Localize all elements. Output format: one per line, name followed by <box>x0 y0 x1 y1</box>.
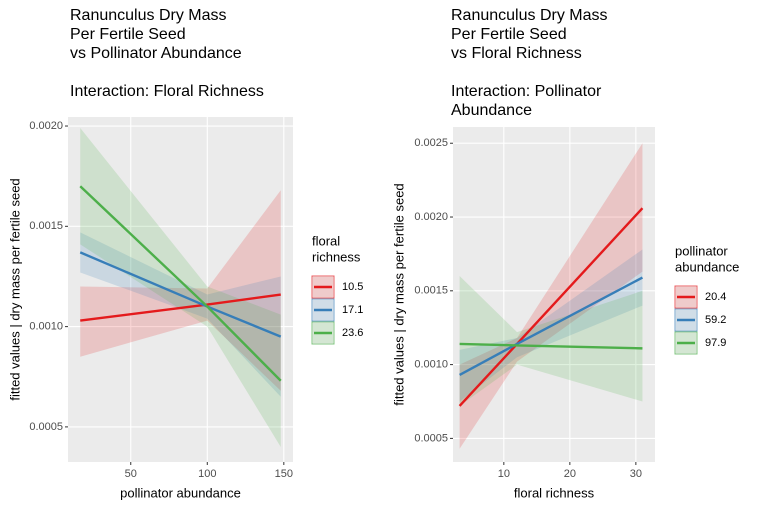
fit-line <box>79 185 282 382</box>
y-tick-label: 0.0015 <box>29 220 63 232</box>
y-tick-label: 0.0015 <box>414 285 448 297</box>
chart-title: Ranunculus Dry Mass <box>70 7 227 24</box>
chart-title: vs Floral Richness <box>451 45 582 62</box>
chart-subtitle: Interaction: Floral Richness <box>70 83 264 100</box>
y-tick-label: 0.0005 <box>414 432 448 444</box>
y-tick-label: 0.0005 <box>29 421 63 433</box>
x-tick-label: 150 <box>275 468 293 480</box>
confidence-band <box>80 190 281 391</box>
y-axis-label: fitted values | dry mass per fertile see… <box>391 183 406 405</box>
y-tick-label: 0.0020 <box>414 211 448 223</box>
confidence-band <box>459 276 643 406</box>
confidence-band <box>459 143 643 449</box>
fit-line <box>459 342 643 350</box>
legend-title: richness <box>312 249 361 264</box>
plot-background <box>453 127 655 462</box>
y-tick-label: 0.0010 <box>29 321 63 333</box>
legend-title: abundance <box>675 259 739 274</box>
chart-title: Per Fertile Seed <box>70 26 186 43</box>
plot-background <box>68 117 293 462</box>
x-tick-label: 20 <box>564 468 576 480</box>
legend-label: 20.4 <box>705 291 726 303</box>
chart-subtitle: Interaction: Pollinator <box>451 83 602 100</box>
chart-subtitle: Abundance <box>451 102 532 119</box>
y-tick-label: 0.0025 <box>414 137 448 149</box>
x-tick-label: 10 <box>498 468 510 480</box>
y-tick-label: 0.0010 <box>414 359 448 371</box>
legend-title: pollinator <box>675 243 728 258</box>
legend-label: 59.2 <box>705 314 726 326</box>
y-tick-label: 0.0020 <box>29 120 63 132</box>
fit-line <box>80 293 281 322</box>
x-tick-label: 30 <box>630 468 642 480</box>
chart-title: Ranunculus Dry Mass <box>451 7 608 24</box>
legend-label: 97.9 <box>705 337 726 349</box>
legend-label: 10.5 <box>342 281 363 293</box>
legend-title: floral <box>312 233 340 248</box>
fit-line <box>459 276 644 376</box>
chart-title: vs Pollinator Abundance <box>70 45 242 62</box>
confidence-band <box>80 128 281 447</box>
x-tick-label: 100 <box>198 468 216 480</box>
legend-label: 23.6 <box>342 327 363 339</box>
y-axis-label: fitted values | dry mass per fertile see… <box>7 178 22 400</box>
chart-title: Per Fertile Seed <box>451 26 567 43</box>
x-axis-label: floral richness <box>514 485 595 500</box>
legend-label: 17.1 <box>342 304 363 316</box>
x-tick-label: 50 <box>125 468 137 480</box>
x-axis-label: pollinator abundance <box>120 485 241 500</box>
